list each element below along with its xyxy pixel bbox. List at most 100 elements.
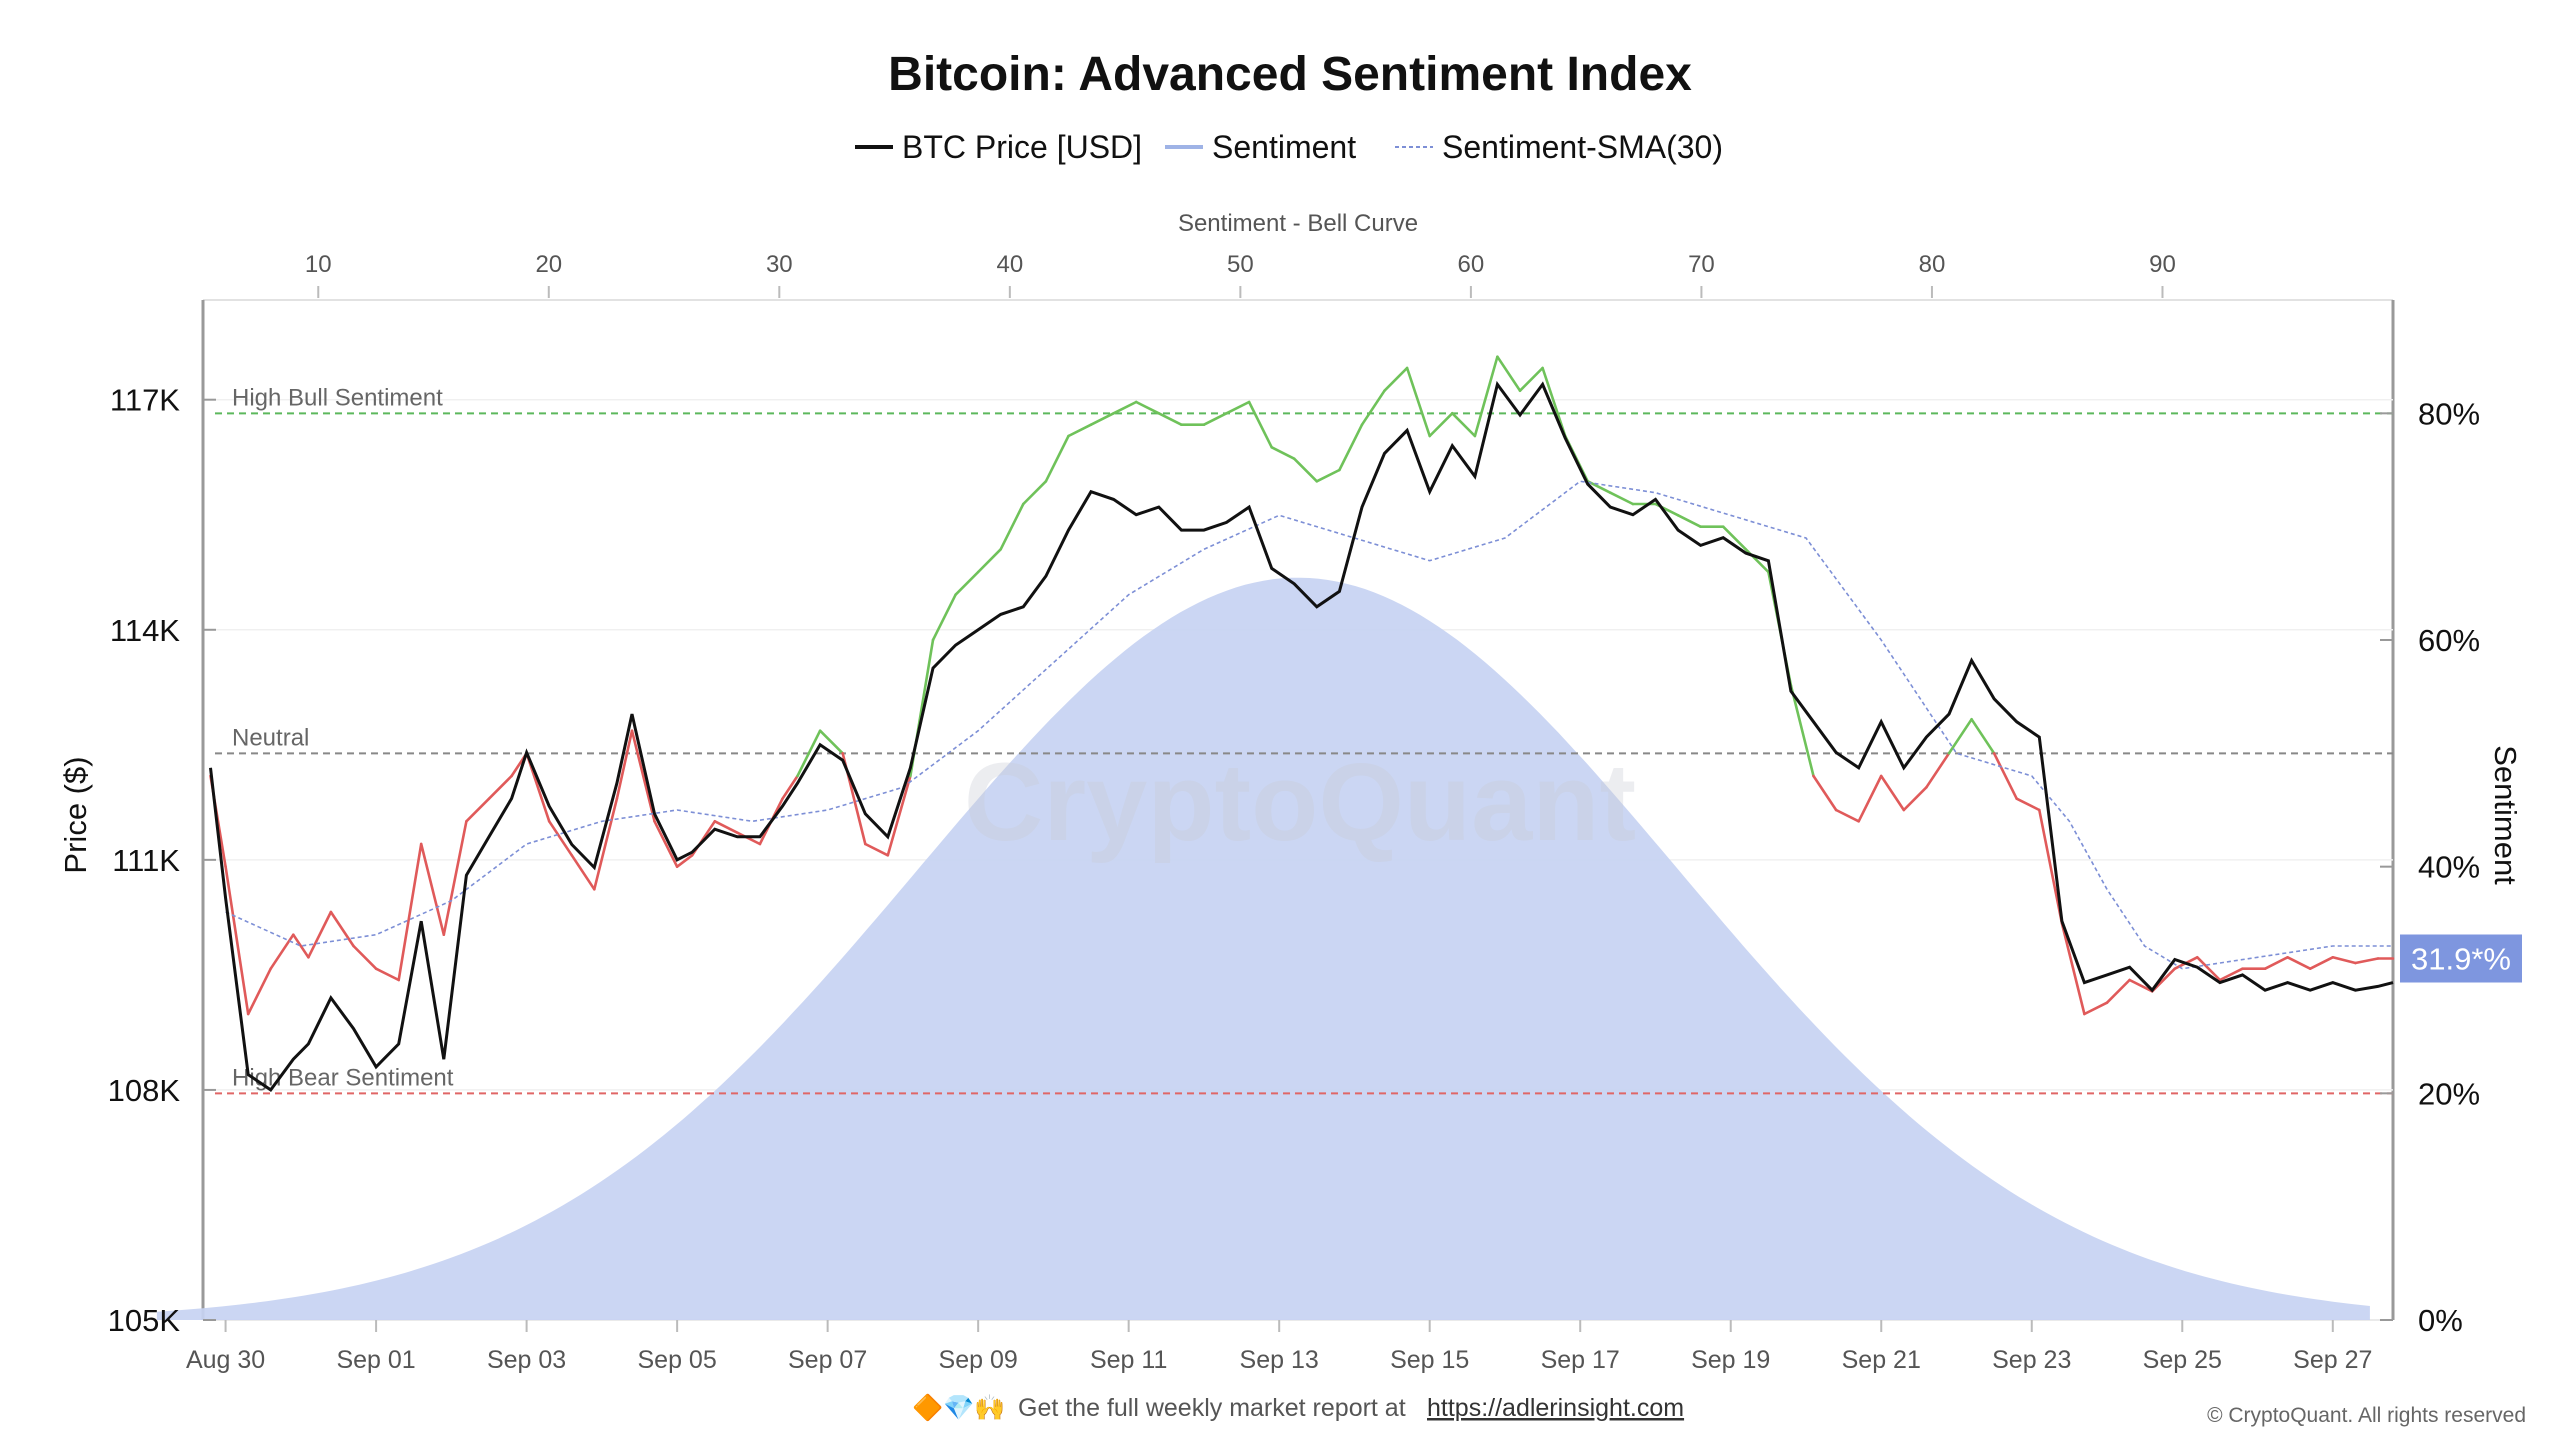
sentiment-segment [329, 910, 355, 948]
bottom-tick-label: Sep 09 [939, 1346, 1018, 1374]
sentiment-segment [1857, 774, 1883, 823]
left-tick-label: 117K [110, 383, 180, 418]
sentiment-segment [1202, 411, 1228, 427]
sentiment-segment [2015, 797, 2041, 812]
sentiment-segment [1134, 400, 1161, 415]
current-sentiment-badge: 31.9*% [2400, 934, 2522, 983]
top-tick-label: 60 [1458, 251, 1485, 278]
copyright: © CryptoQuant. All rights reserved [2207, 1404, 2526, 1427]
sentiment-segment [818, 729, 845, 755]
top-tick-label: 70 [1688, 251, 1715, 278]
bottom-tick-label: Sep 15 [1390, 1346, 1469, 1374]
footer-text: Get the full weekly market report at [1018, 1394, 1406, 1422]
sentiment-segment [2038, 808, 2064, 925]
sentiment-segment [307, 910, 333, 959]
sentiment-segment [653, 819, 679, 869]
sentiment-segment [592, 797, 619, 891]
sentiment-segment [999, 502, 1025, 551]
bottom-tick-label: Aug 30 [186, 1346, 265, 1374]
legend: BTC Price [USD] Sentiment Sentiment-SMA(… [855, 129, 1723, 165]
legend-label-sma: Sentiment-SMA(30) [1442, 129, 1723, 165]
sentiment-segment [2354, 957, 2380, 965]
sentiment-segment [2060, 921, 2086, 1016]
sentiment-segment [1089, 411, 1115, 427]
sentiment-segment [1270, 445, 1296, 461]
bottom-tick-label: Sep 11 [1090, 1346, 1167, 1374]
sentiment-segment [1609, 491, 1635, 506]
legend-item-price[interactable]: BTC Price [USD] [855, 129, 1142, 165]
sentiment-segment [442, 819, 468, 937]
sentiment-segment [1902, 785, 1928, 812]
top-axis-title: Sentiment - Bell Curve [1178, 210, 1418, 237]
bottom-tick-label: Sep 27 [2293, 1346, 2372, 1374]
sentiment-segment [547, 819, 574, 857]
sentiment-segment [1383, 366, 1409, 393]
top-tick-label: 40 [996, 251, 1023, 278]
top-tick-label: 20 [535, 251, 562, 278]
sentiment-segment [1834, 808, 1860, 823]
bottom-tick-label: Sep 01 [336, 1346, 415, 1374]
watermark: CryptoQuant [964, 741, 1636, 864]
sentiment-segment [487, 774, 513, 801]
sentiment-segment [713, 819, 739, 835]
sentiment-segment [615, 729, 634, 801]
sentiment-segment [1925, 751, 1951, 789]
sentiment-segment [1225, 400, 1251, 415]
sentiment-segment [1451, 411, 1477, 438]
sentiment-segment [291, 933, 310, 959]
sentiment-segment [352, 944, 378, 971]
sentiment-segment [1518, 366, 1544, 393]
bottom-tick-label: Sep 13 [1240, 1346, 1319, 1374]
sentiment-segment [1721, 525, 1748, 551]
sentiment-segment [1315, 468, 1341, 483]
sentiment-segment [1970, 717, 1996, 755]
footer-link[interactable]: https://adlerinsight.com [1427, 1394, 1684, 1422]
sentiment-segment [863, 842, 890, 857]
sentiment-segment [570, 853, 596, 891]
sentiment-segment [1247, 400, 1273, 449]
sentiment-segment [2128, 978, 2154, 993]
sentiment-segment [1021, 479, 1048, 506]
sentiment-segment [1676, 513, 1702, 529]
legend-item-sentiment[interactable]: Sentiment [1165, 129, 1356, 165]
left-tick-label: 111K [112, 843, 180, 878]
sentiment-segment [1496, 355, 1522, 393]
current-sentiment-badge-bg [2400, 934, 2522, 983]
left-axis-title: Price ($) [58, 756, 93, 873]
top-tick-label: 80 [1919, 251, 1946, 278]
legend-item-sma[interactable]: Sentiment-SMA(30) [1395, 129, 1723, 165]
sentiment-segment [1541, 366, 1567, 438]
btc-price-line [209, 380, 2394, 1092]
sentiment-segment [1112, 400, 1138, 415]
top-tick-label: 50 [1227, 251, 1254, 278]
top-tick-label: 90 [2149, 251, 2176, 278]
sentiment-segment [735, 831, 762, 846]
sentiment-segment [2105, 978, 2131, 1005]
left-tick-label: 114K [110, 613, 180, 648]
legend-label-sentiment: Sentiment [1212, 129, 1356, 165]
sentiment-segment [224, 865, 250, 1016]
bottom-tick-label: Sep 23 [1992, 1346, 2071, 1374]
sentiment-segment [976, 547, 1003, 574]
sentiment-segment [2263, 955, 2289, 971]
bottom-tick-label: Sep 19 [1691, 1346, 1770, 1374]
chart-title: Bitcoin: Advanced Sentiment Index [888, 48, 1692, 101]
sentiment-segment [1044, 434, 1070, 483]
sentiment-segment [2308, 955, 2335, 971]
bottom-tick-label: Sep 03 [487, 1346, 566, 1374]
sentiment-segment [1067, 423, 1093, 438]
sentiment-segment [1292, 457, 1319, 483]
right-tick-label: 80% [2418, 396, 2480, 431]
sentiment-segment [419, 842, 446, 937]
reference-line-label: High Bear Sentiment [232, 1064, 454, 1091]
sentiment-segment [2083, 1001, 2109, 1016]
sentiment-segment [1879, 774, 1906, 812]
sentiment-segment [954, 570, 980, 597]
sentiment-segment [465, 797, 491, 823]
sentiment-segment [2218, 967, 2244, 982]
sentiment-segment [886, 774, 912, 857]
bottom-tick-label: Sep 07 [788, 1346, 867, 1374]
right-tick-label: 60% [2418, 623, 2480, 658]
sentiment-segment [374, 967, 401, 982]
top-tick-label: 30 [766, 251, 793, 278]
